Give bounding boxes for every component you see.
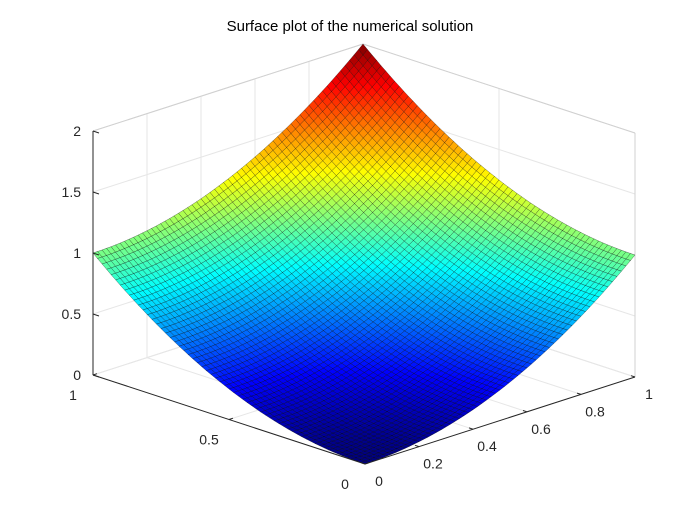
axes: 0 0.2 0.4 0.6 0.8 1 0 0.5 1 0 0.5 1 1.5 2 — [62, 123, 654, 492]
x-tick — [414, 444, 420, 448]
x-tick — [522, 410, 528, 413]
x-tick-label: 0.8 — [585, 403, 605, 419]
z-tick — [92, 252, 100, 256]
x-tick — [360, 462, 366, 465]
x-tick-label: 0 — [375, 473, 383, 489]
y-tick-label: 1 — [69, 387, 77, 403]
z-tick-label: 2 — [73, 123, 81, 139]
x-tick-label: 0.4 — [477, 438, 497, 454]
box-edge — [92, 43, 364, 132]
x-tick — [576, 392, 582, 395]
box-edge — [362, 43, 636, 134]
z-tick-label: 1.5 — [62, 184, 82, 200]
x-tick-label: 0.2 — [423, 456, 443, 472]
x-axis-line — [364, 376, 636, 465]
x-tick-label: 1 — [645, 386, 653, 402]
x-tick — [468, 427, 474, 430]
z-tick — [92, 374, 100, 378]
z-tick — [92, 191, 100, 195]
y-tick-label: 0 — [341, 476, 349, 492]
z-tick-label: 1 — [73, 245, 81, 261]
x-tick-label: 0.6 — [531, 421, 551, 437]
z-tick — [92, 313, 100, 317]
chart-title: Surface plot of the numerical solution — [226, 18, 474, 35]
y-tick-label: 0.5 — [199, 432, 219, 448]
surface — [92, 43, 636, 465]
z-tick — [92, 130, 100, 134]
z-tick-label: 0 — [73, 367, 81, 383]
y-tick — [364, 462, 370, 465]
y-tick — [228, 417, 234, 420]
z-tick-label: 0.5 — [62, 306, 82, 322]
x-tick — [630, 375, 636, 378]
